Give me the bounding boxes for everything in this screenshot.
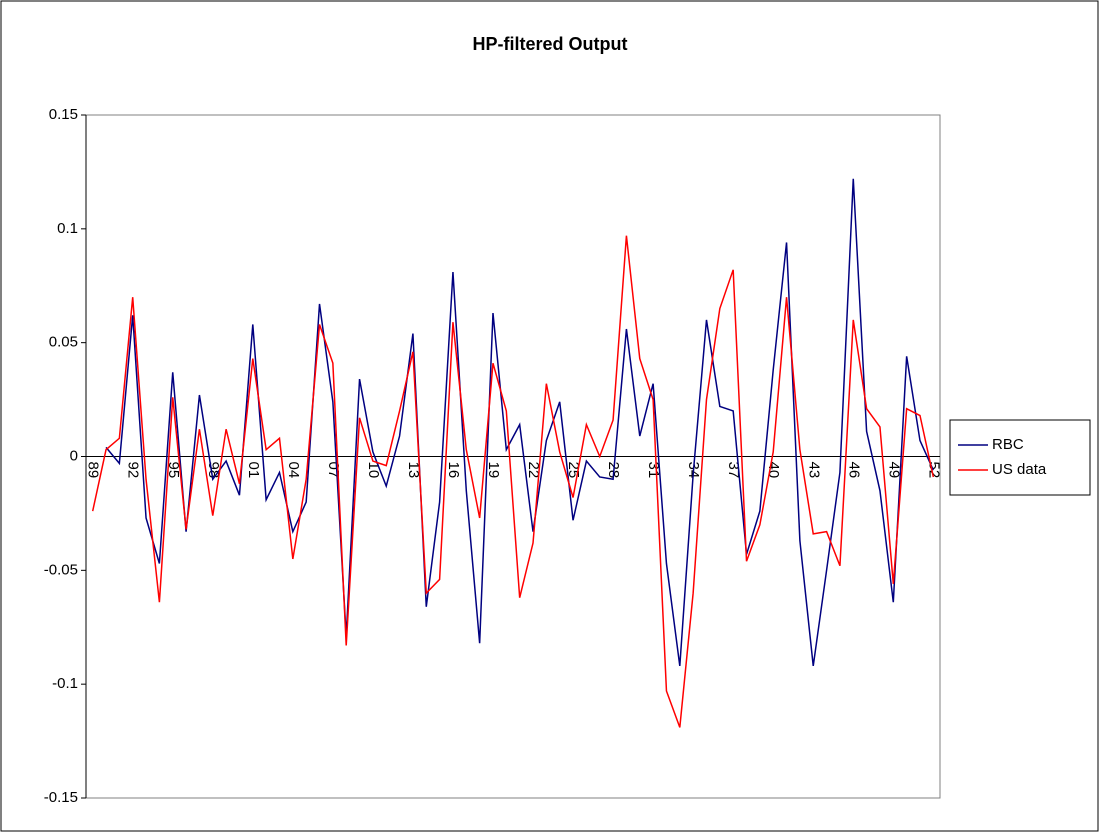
y-tick-label: -0.15 <box>44 789 78 806</box>
y-tick-label: 0 <box>70 447 78 464</box>
y-tick-label: 0.05 <box>49 334 78 351</box>
x-tick-label: 22 <box>525 462 542 479</box>
chart-title: HP-filtered Output <box>473 34 628 54</box>
y-tick-label: 0.15 <box>49 106 78 123</box>
x-tick-label: 13 <box>405 462 422 479</box>
x-tick-label: 43 <box>805 462 822 479</box>
x-tick-label: 01 <box>245 462 262 479</box>
x-tick-label: 40 <box>765 462 782 479</box>
legend-box <box>949 419 1091 496</box>
legend-label: RBC <box>992 436 1024 453</box>
x-tick-label: 92 <box>125 462 142 479</box>
y-tick-label: 0.1 <box>57 220 78 237</box>
legend-label: US data <box>992 461 1047 478</box>
series-line <box>91 235 935 728</box>
x-tick-label: 46 <box>845 462 862 479</box>
x-tick-label: 49 <box>885 462 902 479</box>
y-tick-label: -0.05 <box>44 561 78 578</box>
x-tick-label: 89 <box>85 462 102 479</box>
x-tick-label: 19 <box>485 462 502 479</box>
x-tick-label: 04 <box>285 462 302 479</box>
x-tick-label: 16 <box>445 462 462 479</box>
x-tick-label: 98 <box>205 462 222 479</box>
x-tick-label: 31 <box>645 462 662 479</box>
x-tick-label: 07 <box>325 462 342 479</box>
y-tick-label: -0.1 <box>52 675 78 692</box>
